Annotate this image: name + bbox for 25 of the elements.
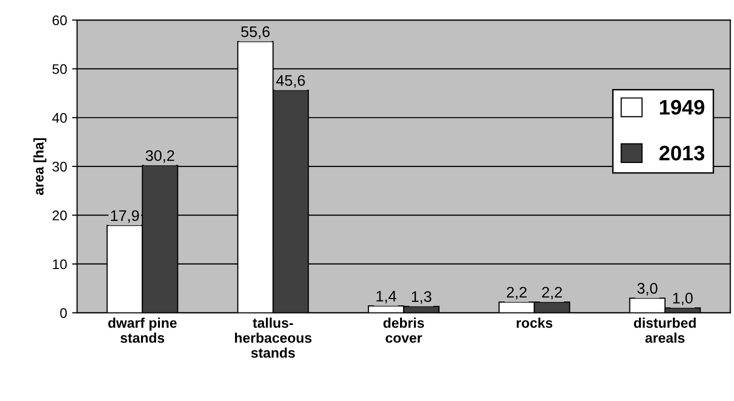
data-label: 2,2	[542, 286, 562, 300]
x-tick-label: disturbed areals	[634, 318, 696, 343]
data-label: 2,2	[506, 286, 527, 300]
y-tick-label: 60	[52, 15, 67, 26]
data-label: 3,0	[637, 282, 658, 296]
x-tick-label: dwarf pine stands	[108, 318, 177, 343]
x-tick-label: tallus- herbaceous stands	[235, 318, 312, 358]
data-label: 30,2	[146, 150, 174, 163]
y-tick-label: 40	[52, 112, 67, 123]
data-label: 1,3	[412, 291, 432, 304]
legend-label: 2013	[659, 146, 704, 160]
legend-label: 1949	[660, 100, 704, 115]
y-tick-label: 10	[52, 259, 67, 270]
data-label: 17,9	[111, 210, 139, 223]
data-label: 55,6	[241, 26, 270, 39]
x-tick-label: debris cover	[383, 318, 424, 343]
data-label: 1,4	[376, 290, 396, 304]
y-tick-label: 20	[52, 210, 67, 220]
y-axis-title: area [ha]	[33, 138, 46, 195]
y-tick-label: 50	[52, 64, 67, 74]
x-tick-label: rocks	[516, 318, 552, 328]
y-tick-label: 30	[52, 162, 67, 172]
data-label: 1,0	[673, 292, 693, 306]
data-label: 45,6	[276, 75, 305, 88]
y-tick-label: 0	[60, 308, 67, 318]
